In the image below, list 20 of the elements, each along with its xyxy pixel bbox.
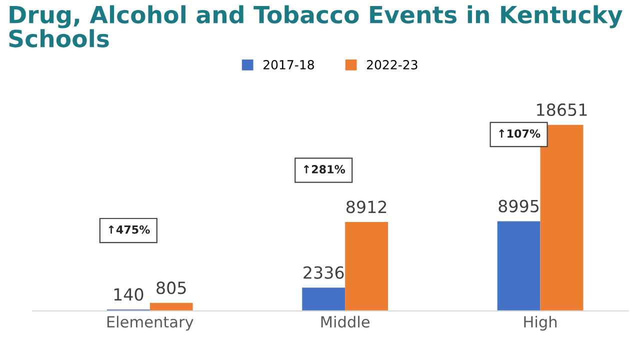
annotation: ↑107% — [499, 129, 540, 138]
bar — [497, 221, 540, 311]
chart-title: Drug, Alcohol and Tobacco Events in Kentucky Schools — [9, 5, 622, 48]
bar — [345, 222, 388, 311]
bar — [302, 288, 346, 311]
data-label: 2336 — [304, 266, 344, 279]
legend-label: 2017-18 — [263, 60, 314, 70]
bar — [540, 124, 584, 311]
x-tick-label: Middle — [321, 316, 370, 328]
data-label: 805 — [156, 282, 186, 294]
x-tick-label: Elementary — [107, 316, 194, 331]
legend-label: 2022-23 — [366, 60, 418, 70]
bar — [150, 302, 193, 311]
annotation: ↑281% — [304, 165, 346, 174]
data-label: 18651 — [537, 103, 587, 116]
annotation: ↑475% — [108, 225, 150, 234]
data-label: 140 — [114, 288, 144, 301]
data-label: 8995 — [498, 200, 539, 212]
data-label: 8912 — [346, 200, 386, 214]
x-tick-label: High — [524, 316, 557, 331]
